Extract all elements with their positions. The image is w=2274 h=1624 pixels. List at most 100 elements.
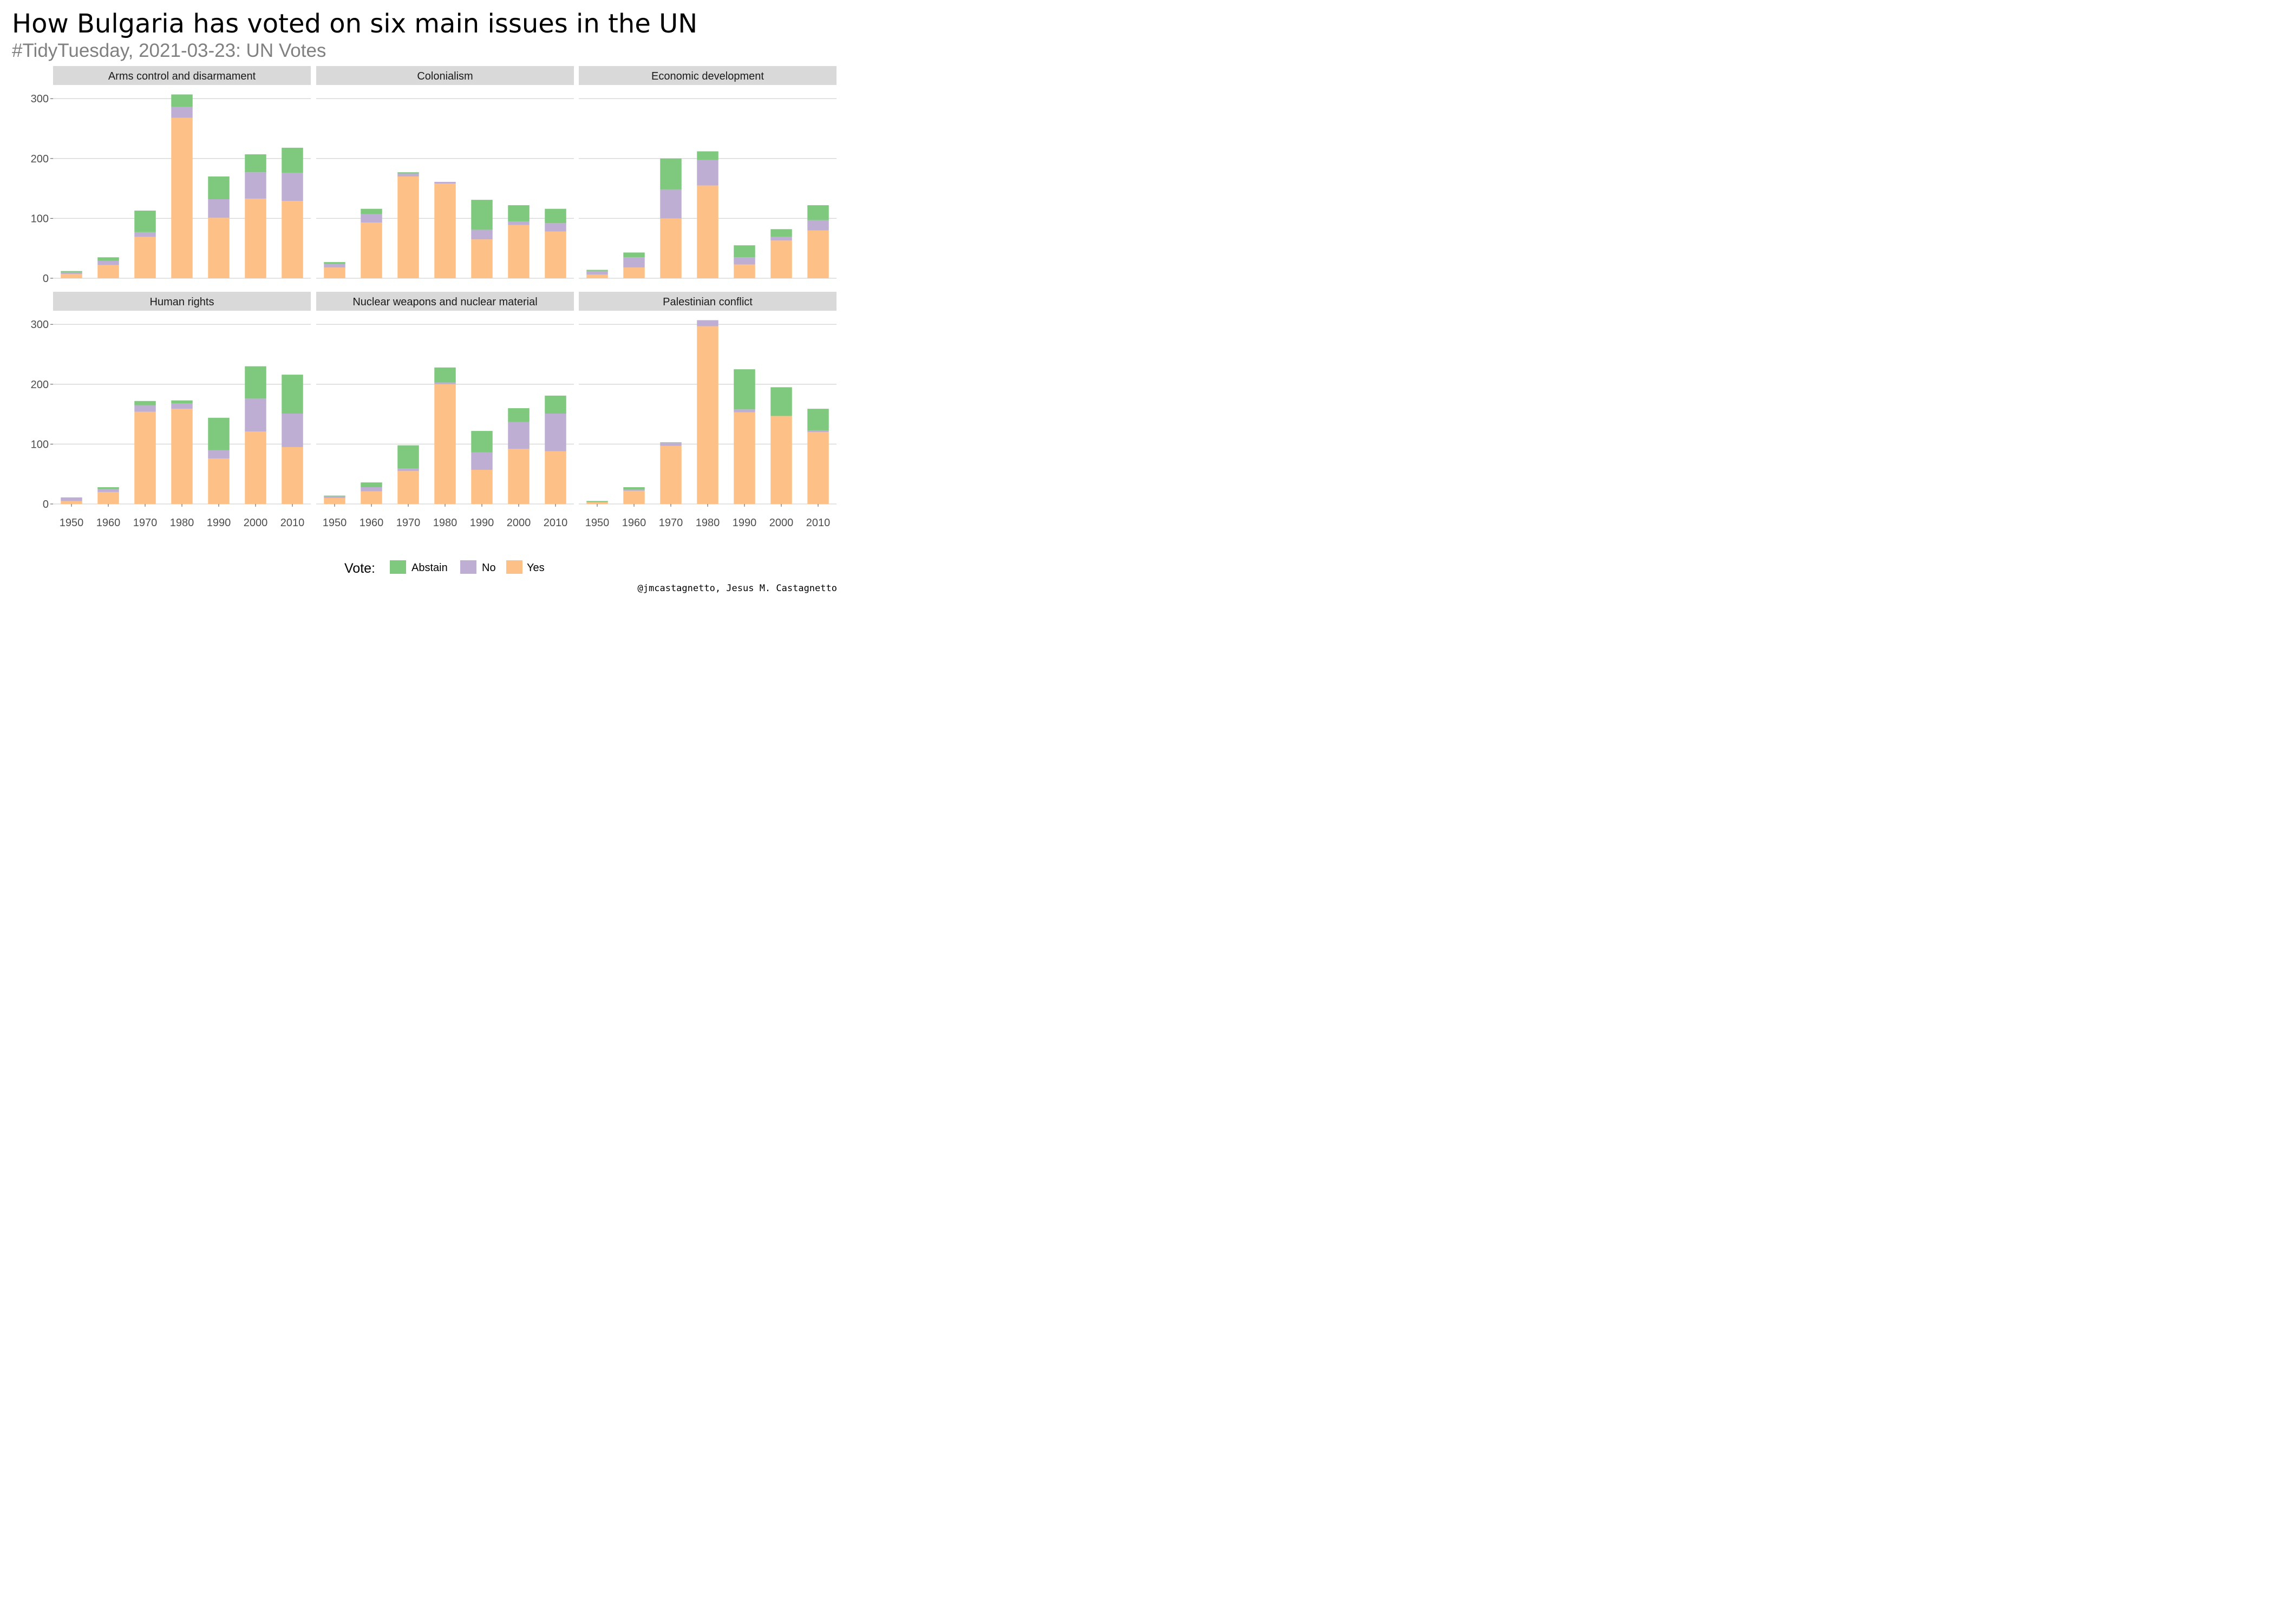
x-tick-label: 2000 (507, 517, 531, 529)
legend-key-abstain (390, 560, 406, 574)
x-tick-label: 2000 (244, 517, 268, 529)
bar-segment-yes (586, 502, 608, 504)
bar-segment-no (734, 257, 755, 265)
bar-segment-no (245, 172, 266, 199)
bar-segment-no (208, 199, 230, 218)
bar-segment-abstain (134, 211, 156, 232)
bar-segment-no (660, 189, 682, 219)
bar-segment-abstain (807, 205, 829, 220)
facet-panel: Arms control and disarmament 0 100 200 300 (31, 66, 311, 285)
bar-segment-no (660, 443, 682, 446)
legend-key-yes (506, 560, 522, 574)
bar-segment-yes (245, 431, 266, 504)
bar-segment-yes (208, 218, 230, 278)
bar-segment-yes (208, 458, 230, 504)
bar-segment-no (807, 430, 829, 433)
facet-panels: Arms control and disarmament 0 100 200 300 Co… (31, 66, 837, 529)
bar-segment-yes (586, 274, 608, 278)
bar-segment-yes (61, 501, 82, 504)
bar-segment-abstain (770, 387, 792, 416)
bar-segment-yes (324, 497, 345, 504)
bar-segment-yes (282, 447, 303, 504)
bar-segment-abstain (434, 367, 456, 383)
bar-segment-abstain (697, 151, 718, 160)
bar-segment-abstain (61, 271, 82, 272)
bar-segment-yes (171, 409, 193, 504)
bar-segment-yes (434, 384, 456, 504)
bar-segment-abstain (545, 395, 566, 414)
bar-segment-yes (770, 416, 792, 504)
facet-panel: Palestinian conflict 1950 1960 1970 1980 1990… (579, 292, 837, 529)
y-tick-label: 100 (31, 213, 49, 225)
bar-segment-abstain (807, 409, 829, 430)
bar-segment-yes (324, 267, 345, 278)
facet-strip-label: Arms control and disarmament (108, 70, 256, 82)
bar-segment-abstain (282, 147, 303, 173)
bar-segment-abstain (770, 229, 792, 237)
y-tick-label: 0 (43, 273, 49, 285)
bar-segment-yes (471, 239, 493, 278)
x-tick-label: 1980 (170, 517, 194, 529)
bar-segment-no (471, 230, 493, 240)
bar-segment-yes (697, 185, 718, 278)
bar-segment-yes (508, 449, 530, 504)
bar-segment-yes (623, 267, 645, 278)
bar-segment-yes (770, 240, 792, 278)
x-tick-label: 2010 (280, 517, 305, 529)
bar-segment-yes (134, 237, 156, 278)
bar-segment-no (208, 450, 230, 459)
bar-segment-abstain (734, 245, 755, 258)
bar-segment-abstain (660, 158, 682, 190)
y-tick-label: 300 (31, 93, 49, 105)
facet-strip (579, 66, 837, 85)
bar-segment-yes (361, 222, 382, 278)
chart-subtitle: #TidyTuesday, 2021-03-23: UN Votes (12, 40, 326, 61)
x-tick-label: 1950 (585, 517, 610, 529)
bar-segment-yes (734, 264, 755, 278)
bar-segment-yes (508, 225, 530, 278)
bar-segment-no (397, 468, 419, 472)
bar-segment-yes (545, 451, 566, 504)
bar-segment-abstain (471, 431, 493, 453)
bar-segment-no (282, 413, 303, 447)
legend-key-no (460, 560, 476, 574)
caption: @jmcastagnetto, Jesus M. Castagnetto (638, 583, 837, 594)
bar-segment-abstain (508, 408, 530, 422)
bar-segment-yes (660, 218, 682, 278)
bar-segment-no (134, 232, 156, 237)
bar-segment-no (434, 181, 456, 184)
x-tick-label: 1960 (360, 517, 384, 529)
bar-segment-yes (61, 274, 82, 278)
facet-strip-label: Palestinian conflict (663, 296, 753, 308)
bar-segment-yes (807, 432, 829, 504)
x-tick-label: 1990 (733, 517, 757, 529)
bar-segment-abstain (208, 417, 230, 450)
legend-label: Abstain (411, 562, 448, 574)
bar-segment-abstain (245, 366, 266, 399)
bar-segment-abstain (586, 501, 608, 502)
legend-title: Vote: (344, 561, 375, 576)
y-tick-label: 0 (43, 499, 49, 510)
bar-segment-no (245, 398, 266, 432)
bar-segment-yes (282, 201, 303, 278)
x-tick-label: 2010 (544, 517, 568, 529)
facet-strip (316, 66, 574, 85)
chart-canvas: How Bulgaria has voted on six main issue… (12, 9, 837, 594)
bar-segment-no (97, 489, 119, 492)
y-tick-label: 100 (31, 438, 49, 450)
bar-segment-abstain (282, 375, 303, 414)
facet-strip (316, 292, 574, 311)
bar-segment-no (61, 497, 82, 501)
bar-segment-no (282, 173, 303, 201)
bar-segment-abstain (471, 200, 493, 230)
bar-segment-no (61, 272, 82, 274)
x-tick-label: 1970 (659, 517, 683, 529)
bar-segment-yes (171, 117, 193, 279)
bar-segment-no (134, 405, 156, 412)
bar-segment-abstain (361, 482, 382, 488)
chart-title: How Bulgaria has voted on six main issue… (12, 9, 697, 39)
facet-panel: Human rights 0 100 200 300 1950 1960 1970 1980 19… (31, 292, 311, 529)
x-tick-label: 1960 (622, 517, 646, 529)
bar-segment-no (171, 403, 193, 409)
bar-segment-yes (97, 265, 119, 278)
